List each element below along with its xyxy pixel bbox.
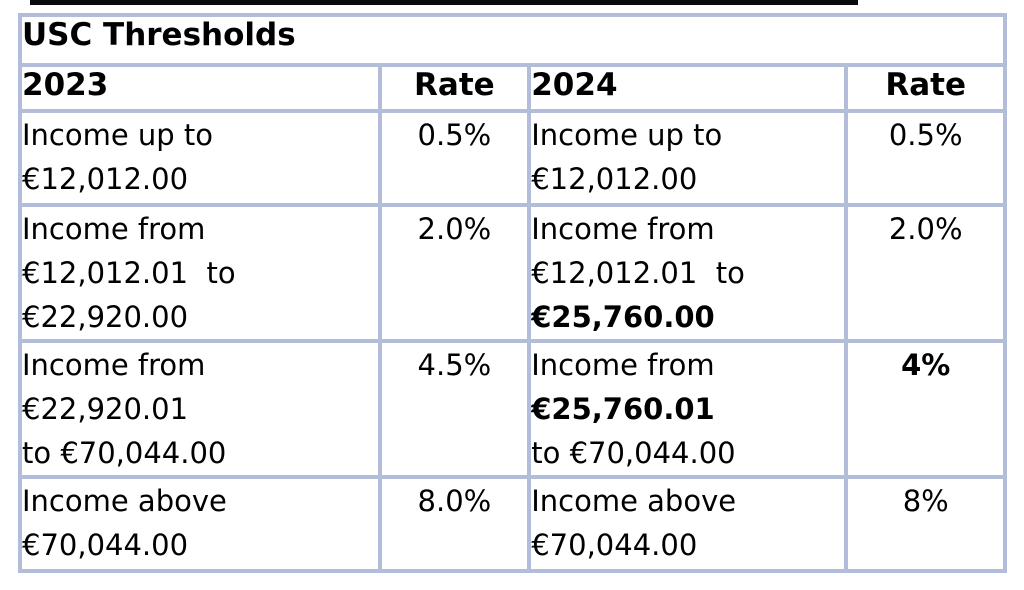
rate-value: 2.0% [417,212,492,246]
threshold-line: €22,920.00 [22,300,189,334]
threshold-line: Income up to [22,118,214,152]
threshold-line: Income up to [531,118,723,152]
threshold-line: to €70,044.00 [22,436,227,470]
column-header-rate-2024: Rate [844,63,1007,113]
threshold-line: Income above [22,484,227,518]
rate-value: 0.5% [888,118,963,152]
threshold-2024-cell: Income from €25,760.01 to €70,044.00 [527,339,849,479]
threshold-line: €12,012.00 [531,162,698,196]
threshold-2024-cell: Income above €70,044.00 [527,475,849,573]
threshold-line: €25,760.01 [531,392,715,426]
rate-value: 2.0% [888,212,963,246]
threshold-line: €12,012.00 [22,162,189,196]
table-title: USC Thresholds [18,13,1007,67]
threshold-line: Income from [531,348,715,382]
threshold-line: Income from [22,348,206,382]
threshold-line: Income above [531,484,737,518]
threshold-line: €12,012.01 to [531,256,745,290]
threshold-line: €70,044.00 [531,528,698,562]
rate-2023-cell: 4.5% [377,339,532,479]
table-row: Income up to €12,012.00 0.5% Income up t… [18,109,1007,207]
table-row: Income from €22,920.01 to €70,044.00 4.5… [18,339,1007,479]
rate-2024-cell: 4% [844,339,1007,479]
threshold-2023-cell: Income from €12,012.01 to €22,920.00 [18,203,382,343]
rate-2023-cell: 2.0% [377,203,532,343]
usc-thresholds-table: USC Thresholds 2023 Rate 2024 Rate Incom… [18,13,1007,573]
table-title-row: USC Thresholds [18,13,1007,67]
rate-2024-cell: 2.0% [844,203,1007,343]
rate-2024-cell: 0.5% [844,109,1007,207]
threshold-2023-cell: Income above €70,044.00 [18,475,382,573]
rate-value: 4% [901,348,951,382]
rate-value: 8% [902,484,949,518]
table-row: Income from €12,012.01 to €22,920.00 2.0… [18,203,1007,343]
threshold-line: €70,044.00 [22,528,189,562]
rate-value: 4.5% [417,348,492,382]
threshold-2024-cell: Income from €12,012.01 to €25,760.00 [527,203,849,343]
threshold-line: Income from [531,212,715,246]
threshold-line: €25,760.00 [531,300,715,334]
threshold-line: to €70,044.00 [531,436,736,470]
column-header-2024: 2024 [527,63,849,113]
column-header-2023: 2023 [18,63,382,113]
threshold-line: Income from [22,212,206,246]
column-header-rate-2023: Rate [377,63,532,113]
threshold-2023-cell: Income from €22,920.01 to €70,044.00 [18,339,382,479]
threshold-line: €12,012.01 to [22,256,236,290]
table-row: Income above €70,044.00 8.0% Income abov… [18,475,1007,573]
rate-2024-cell: 8% [844,475,1007,573]
rate-value: 0.5% [417,118,492,152]
rate-2023-cell: 0.5% [377,109,532,207]
rate-2023-cell: 8.0% [377,475,532,573]
table-header-row: 2023 Rate 2024 Rate [18,63,1007,113]
threshold-2024-cell: Income up to €12,012.00 [527,109,849,207]
rate-value: 8.0% [417,484,492,518]
threshold-line: €22,920.01 [22,392,189,426]
threshold-2023-cell: Income up to €12,012.00 [18,109,382,207]
top-horizontal-rule [30,0,858,5]
